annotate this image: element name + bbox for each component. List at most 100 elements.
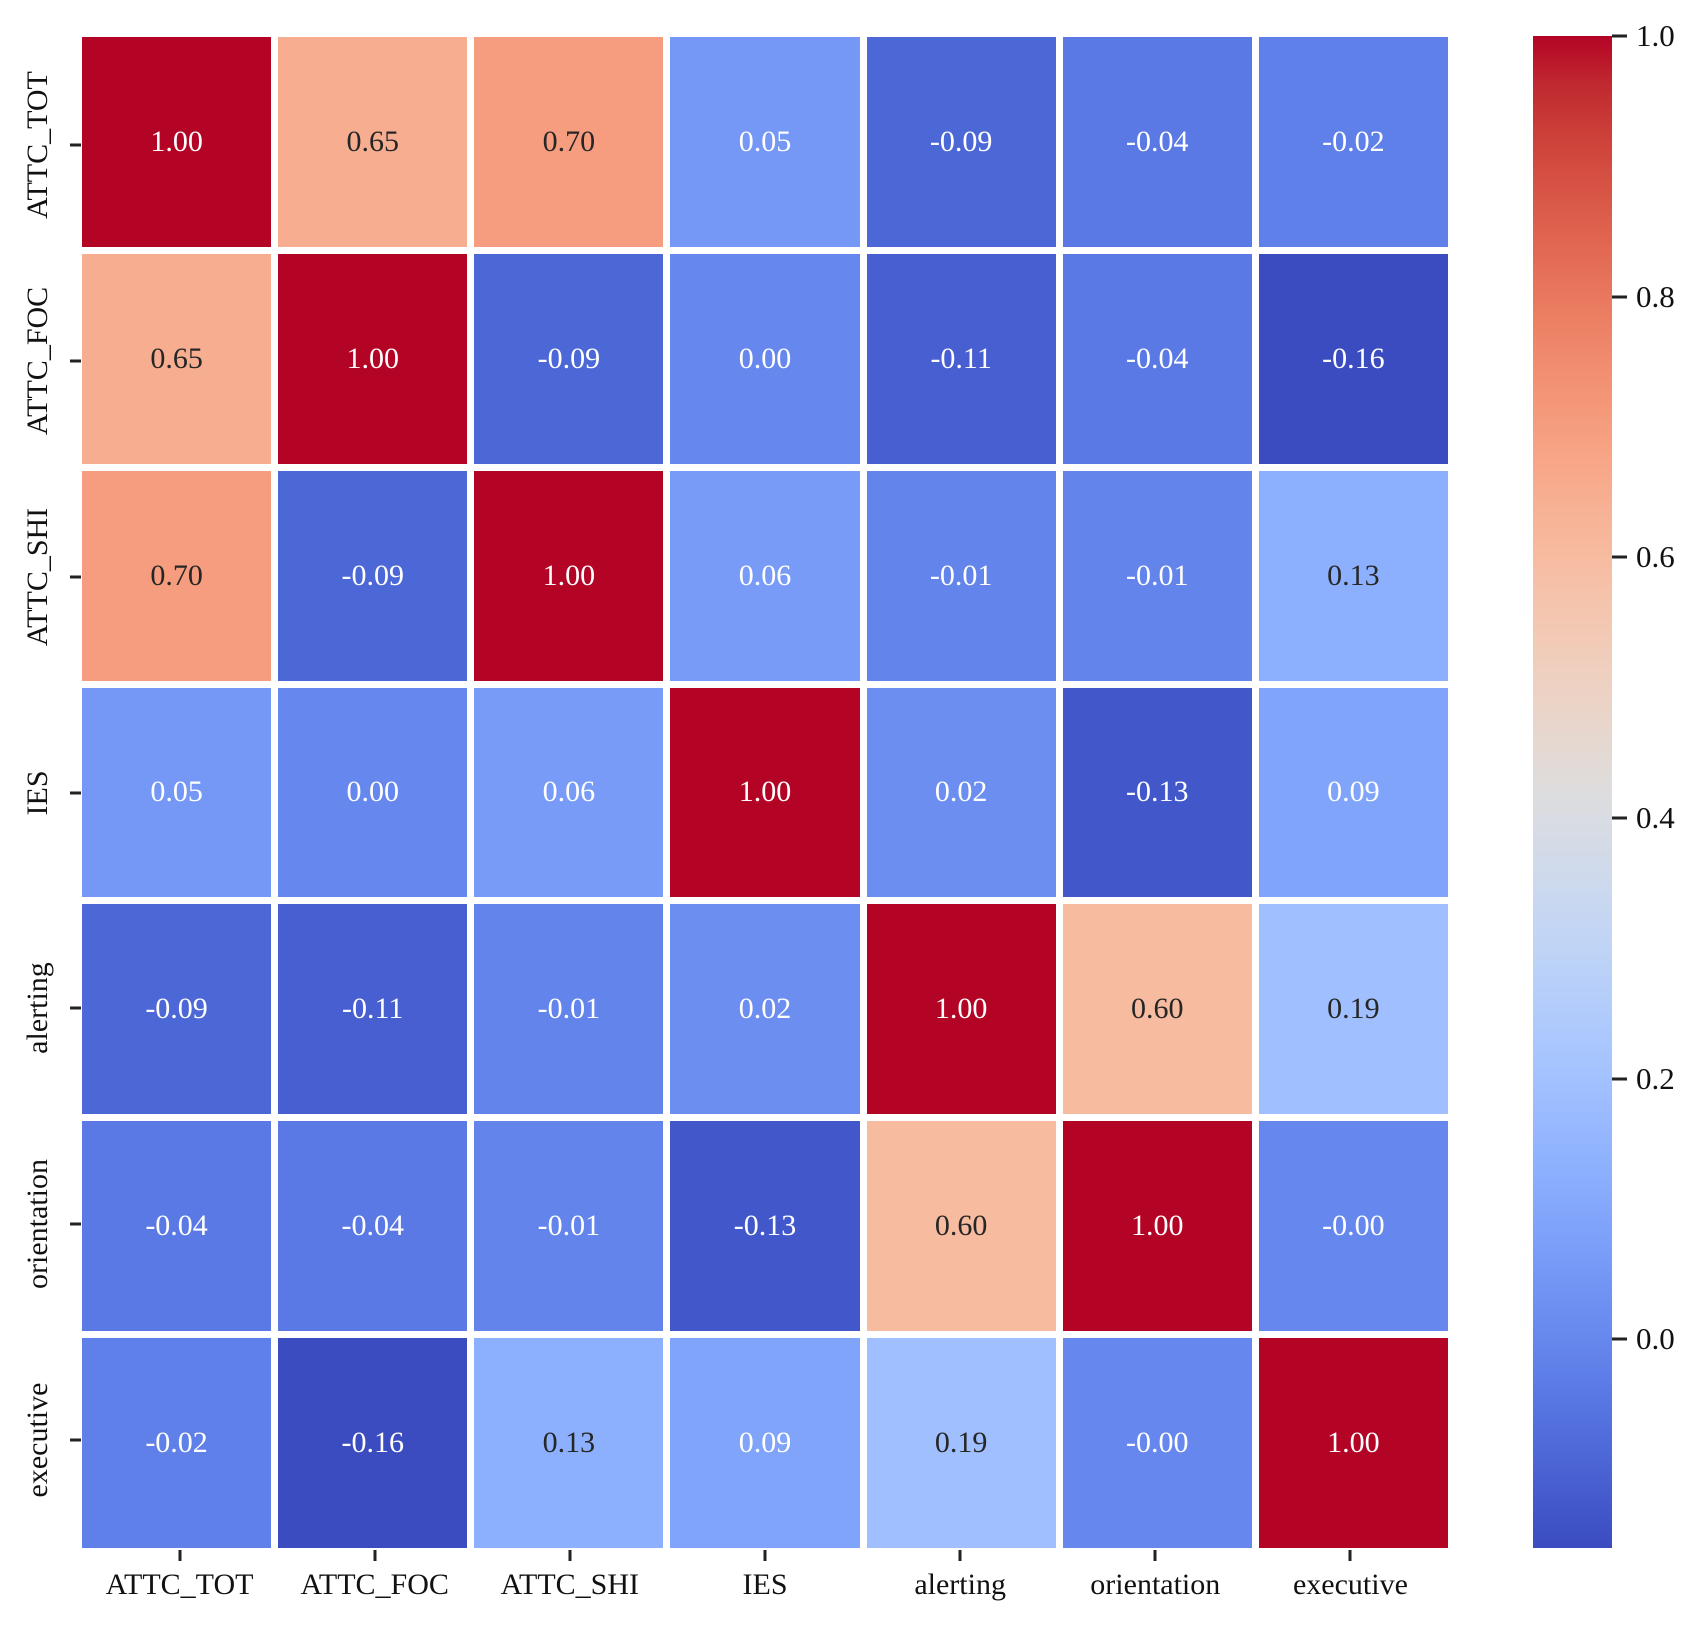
heatmap-cell-executive-executive: 1.00 bbox=[1258, 1338, 1448, 1548]
x-tick-label-orientation: orientation bbox=[1090, 1568, 1221, 1601]
heatmap-cell-IES-ATTC_TOT: 0.05 bbox=[82, 687, 272, 898]
heatmap-cell-IES-ATTC_SHI: 0.06 bbox=[474, 687, 664, 898]
x-tick-label-alerting: alerting bbox=[914, 1568, 1006, 1601]
heatmap-cell-ATTC_TOT-orientation: -0.04 bbox=[1062, 37, 1252, 247]
y-tick-mark bbox=[70, 1222, 81, 1226]
cell-value: 1.00 bbox=[1131, 1209, 1184, 1243]
colorbar-tick-mark bbox=[1612, 816, 1627, 820]
heatmap-cell-alerting-ATTC_SHI: -0.01 bbox=[474, 904, 664, 1115]
heatmap-cell-alerting-ATTC_TOT: -0.09 bbox=[82, 904, 272, 1115]
heatmap-cell-orientation-ATTC_TOT: -0.04 bbox=[82, 1121, 272, 1332]
cell-value: 0.70 bbox=[542, 124, 596, 158]
heatmap-cell-ATTC_FOC-IES: 0.00 bbox=[670, 253, 860, 464]
cell-value: -0.13 bbox=[733, 1209, 797, 1243]
cell-value: -0.11 bbox=[342, 992, 404, 1026]
heatmap-cell-executive-orientation: -0.00 bbox=[1062, 1338, 1252, 1548]
heatmap-cell-ATTC_FOC-ATTC_SHI: -0.09 bbox=[474, 253, 664, 464]
colorbar-tick-label: 0.8 bbox=[1636, 278, 1675, 314]
heatmap-cell-alerting-orientation: 0.60 bbox=[1062, 904, 1252, 1115]
heatmap-cell-ATTC_FOC-orientation: -0.04 bbox=[1062, 253, 1252, 464]
colorbar-tick-label: 0.6 bbox=[1636, 539, 1675, 575]
colorbar-gradient bbox=[1533, 36, 1612, 1548]
heatmap-cell-orientation-ATTC_SHI: -0.01 bbox=[474, 1121, 664, 1332]
x-tick-label-ATTC_TOT: ATTC_TOT bbox=[105, 1568, 254, 1601]
x-tick-mark bbox=[178, 1550, 182, 1561]
y-tick-mark bbox=[70, 575, 81, 579]
x-tick-mark bbox=[958, 1550, 962, 1561]
heatmap-cell-IES-orientation: -0.13 bbox=[1062, 687, 1252, 898]
cell-value: -0.01 bbox=[537, 992, 601, 1026]
heatmap-cell-ATTC_TOT-executive: -0.02 bbox=[1258, 37, 1448, 247]
cell-value: 1.00 bbox=[346, 341, 399, 375]
cell-value: -0.01 bbox=[929, 558, 993, 592]
x-tick-label-ATTC_SHI: ATTC_SHI bbox=[500, 1568, 640, 1601]
heatmap-cell-IES-executive: 0.09 bbox=[1258, 687, 1448, 898]
cell-value: 0.02 bbox=[934, 775, 988, 809]
heatmap-cell-alerting-IES: 0.02 bbox=[670, 904, 860, 1115]
y-tick-label-ATTC_FOC: ATTC_FOC bbox=[21, 286, 54, 435]
colorbar-tick-mark bbox=[1612, 555, 1627, 559]
cell-value: 0.13 bbox=[542, 1426, 596, 1460]
cell-value: 0.05 bbox=[738, 124, 792, 158]
cell-value: -0.16 bbox=[1322, 341, 1385, 375]
heatmap-cell-ATTC_SHI-IES: 0.06 bbox=[670, 470, 860, 681]
heatmap-cell-executive-IES: 0.09 bbox=[670, 1338, 860, 1548]
cell-value: 1.00 bbox=[934, 992, 988, 1026]
cell-value: 1.00 bbox=[1327, 1426, 1380, 1460]
heatmap-cell-IES-alerting: 0.02 bbox=[866, 687, 1056, 898]
cell-value: 0.60 bbox=[1131, 992, 1184, 1026]
y-tick-mark bbox=[70, 359, 81, 363]
x-tick-label-ATTC_FOC: ATTC_FOC bbox=[300, 1568, 449, 1601]
heatmap-cell-executive-alerting: 0.19 bbox=[866, 1338, 1056, 1548]
cell-value: 1.00 bbox=[738, 775, 792, 809]
cell-value: 0.09 bbox=[738, 1426, 792, 1460]
y-tick-label-ATTC_TOT: ATTC_TOT bbox=[21, 71, 54, 219]
cell-value: -0.00 bbox=[1322, 1209, 1385, 1243]
cell-value: 0.65 bbox=[150, 341, 203, 375]
y-tick-mark bbox=[70, 1438, 81, 1442]
cell-value: -0.09 bbox=[145, 992, 208, 1026]
cell-value: 0.19 bbox=[1327, 992, 1380, 1026]
cell-value: 0.00 bbox=[738, 341, 792, 375]
colorbar-tick-label: 0.4 bbox=[1636, 800, 1675, 836]
heatmap-cell-ATTC_FOC-ATTC_FOC: 1.00 bbox=[278, 253, 468, 464]
cell-value: -0.09 bbox=[929, 124, 993, 158]
heatmap-cell-ATTC_FOC-alerting: -0.11 bbox=[866, 253, 1056, 464]
y-tick-mark bbox=[70, 143, 81, 147]
heatmap-cell-executive-ATTC_TOT: -0.02 bbox=[82, 1338, 272, 1548]
cell-value: -0.02 bbox=[145, 1426, 208, 1460]
y-tick-label-executive: executive bbox=[21, 1382, 54, 1498]
cell-value: 0.13 bbox=[1327, 558, 1380, 592]
y-tick-mark bbox=[70, 1006, 81, 1010]
cell-value: 0.02 bbox=[738, 992, 792, 1026]
x-tick-mark bbox=[373, 1550, 377, 1561]
cell-value: 0.00 bbox=[346, 775, 399, 809]
x-tick-label-executive: executive bbox=[1292, 1568, 1408, 1601]
cell-value: -0.13 bbox=[1126, 775, 1189, 809]
heatmap-cell-ATTC_TOT-ATTC_FOC: 0.65 bbox=[278, 37, 468, 247]
cell-value: 0.06 bbox=[738, 558, 792, 592]
heatmap-cell-orientation-executive: -0.00 bbox=[1258, 1121, 1448, 1332]
heatmap-cell-ATTC_TOT-IES: 0.05 bbox=[670, 37, 860, 247]
colorbar-tick-mark bbox=[1612, 1337, 1627, 1341]
x-tick-mark bbox=[763, 1550, 767, 1561]
cell-value: -0.04 bbox=[341, 1209, 404, 1243]
cell-value: -0.09 bbox=[537, 341, 601, 375]
heatmap-cell-ATTC_SHI-ATTC_FOC: -0.09 bbox=[278, 470, 468, 681]
colorbar-tick-mark bbox=[1612, 295, 1627, 299]
y-tick-mark bbox=[70, 791, 81, 794]
cell-value: -0.01 bbox=[537, 1209, 601, 1243]
cell-value: -0.09 bbox=[341, 558, 404, 592]
heatmap-cell-IES-IES: 1.00 bbox=[670, 687, 860, 898]
cell-value: -0.01 bbox=[1126, 558, 1189, 592]
heatmap-cell-orientation-IES: -0.13 bbox=[670, 1121, 860, 1332]
heatmap-cell-executive-ATTC_SHI: 0.13 bbox=[474, 1338, 664, 1548]
heatmap-cell-ATTC_TOT-alerting: -0.09 bbox=[866, 37, 1056, 247]
cell-value: 0.05 bbox=[150, 775, 203, 809]
heatmap-cell-alerting-executive: 0.19 bbox=[1258, 904, 1448, 1115]
heatmap-cell-orientation-orientation: 1.00 bbox=[1062, 1121, 1252, 1332]
heatmap-cell-orientation-ATTC_FOC: -0.04 bbox=[278, 1121, 468, 1332]
cell-value: -0.11 bbox=[930, 341, 992, 375]
y-tick-label-alerting: alerting bbox=[21, 962, 54, 1055]
